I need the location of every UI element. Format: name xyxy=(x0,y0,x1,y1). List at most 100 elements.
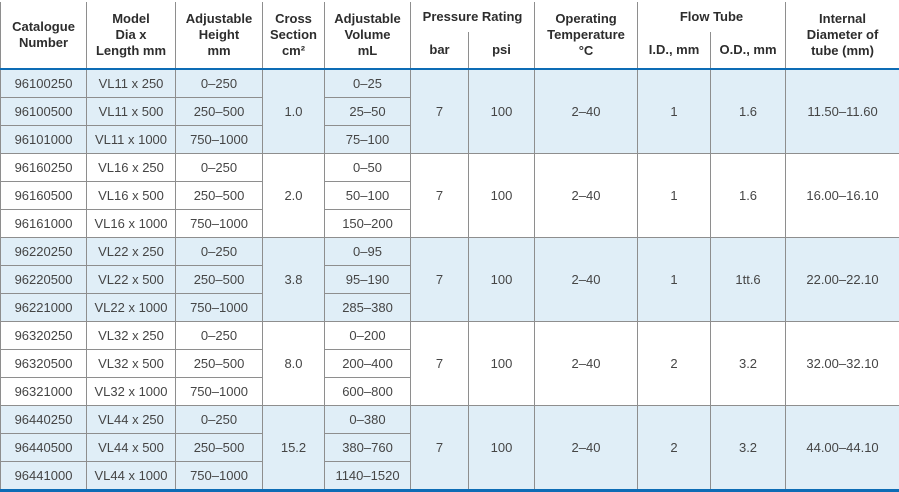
cell-model: VL22 x 1000 xyxy=(87,294,176,322)
cell-od: 3.2 xyxy=(711,322,786,406)
cell-model: VL32 x 250 xyxy=(87,322,176,350)
header-internal-diameter: Internal Diameter of tube (mm) xyxy=(786,2,899,69)
cell-catalogue: 96100250 xyxy=(1,69,87,98)
cell-cross-section: 1.0 xyxy=(263,69,325,154)
cell-volume: 150–200 xyxy=(325,210,411,238)
cell-height: 0–250 xyxy=(176,238,263,266)
cell-catalogue: 96220250 xyxy=(1,238,87,266)
cell-od: 1tt.6 xyxy=(711,238,786,322)
cell-bar: 7 xyxy=(411,238,469,322)
header-od-mm: O.D., mm xyxy=(711,32,786,69)
cell-height: 750–1000 xyxy=(176,210,263,238)
cell-bar: 7 xyxy=(411,406,469,491)
cell-height: 750–1000 xyxy=(176,294,263,322)
header-cross-section: Cross Section cm² xyxy=(263,2,325,69)
cell-od: 3.2 xyxy=(711,406,786,491)
cell-volume: 0–25 xyxy=(325,69,411,98)
cell-model: VL32 x 500 xyxy=(87,350,176,378)
catalog-page: Catalogue Number Model Dia x Length mm A… xyxy=(0,0,899,465)
table-row: 96160250 VL16 x 250 0–250 2.0 0–50 7 100… xyxy=(1,154,899,182)
cell-id: 1 xyxy=(638,154,711,238)
table-body: 96100250 VL11 x 250 0–250 1.0 0–25 7 100… xyxy=(1,69,899,491)
header-catalogue-number: Catalogue Number xyxy=(1,2,87,69)
table-row: 96320250 VL32 x 250 0–250 8.0 0–200 7 10… xyxy=(1,322,899,350)
header-adjustable-height: Adjustable Height mm xyxy=(176,2,263,69)
cell-psi: 100 xyxy=(469,322,535,406)
header-operating-temperature: Operating Temperature °C xyxy=(535,2,638,69)
cell-bar: 7 xyxy=(411,154,469,238)
cell-height: 0–250 xyxy=(176,322,263,350)
cell-volume: 75–100 xyxy=(325,126,411,154)
cell-temperature: 2–40 xyxy=(535,238,638,322)
cell-psi: 100 xyxy=(469,238,535,322)
cell-model: VL11 x 500 xyxy=(87,98,176,126)
cell-id: 2 xyxy=(638,406,711,491)
cell-height: 0–250 xyxy=(176,154,263,182)
cell-internal-diameter: 22.00–22.10 xyxy=(786,238,899,322)
cell-bar: 7 xyxy=(411,69,469,154)
cell-psi: 100 xyxy=(469,406,535,491)
cell-internal-diameter: 16.00–16.10 xyxy=(786,154,899,238)
cell-model: VL22 x 500 xyxy=(87,266,176,294)
cell-height: 250–500 xyxy=(176,350,263,378)
cell-height: 0–250 xyxy=(176,69,263,98)
cell-temperature: 2–40 xyxy=(535,154,638,238)
cell-catalogue: 96441000 xyxy=(1,462,87,491)
header-adjustable-volume: Adjustable Volume mL xyxy=(325,2,411,69)
cell-bar: 7 xyxy=(411,322,469,406)
cell-volume: 600–800 xyxy=(325,378,411,406)
cell-model: VL16 x 500 xyxy=(87,182,176,210)
cell-catalogue: 96320500 xyxy=(1,350,87,378)
header-pressure-rating: Pressure Rating xyxy=(411,2,535,32)
cell-height: 750–1000 xyxy=(176,462,263,491)
header-bar: bar xyxy=(411,32,469,69)
header-id-mm: I.D., mm xyxy=(638,32,711,69)
cell-volume: 50–100 xyxy=(325,182,411,210)
cell-cross-section: 15.2 xyxy=(263,406,325,491)
cell-temperature: 2–40 xyxy=(535,322,638,406)
cell-cross-section: 8.0 xyxy=(263,322,325,406)
cell-model: VL11 x 250 xyxy=(87,69,176,98)
cell-model: VL44 x 250 xyxy=(87,406,176,434)
cell-model: VL16 x 1000 xyxy=(87,210,176,238)
cell-catalogue: 96101000 xyxy=(1,126,87,154)
cell-height: 250–500 xyxy=(176,182,263,210)
cell-od: 1.6 xyxy=(711,69,786,154)
cell-internal-diameter: 11.50–11.60 xyxy=(786,69,899,154)
cell-catalogue: 96220500 xyxy=(1,266,87,294)
cell-model: VL16 x 250 xyxy=(87,154,176,182)
cell-catalogue: 96160500 xyxy=(1,182,87,210)
cell-model: VL11 x 1000 xyxy=(87,126,176,154)
cell-volume: 25–50 xyxy=(325,98,411,126)
cell-id: 2 xyxy=(638,322,711,406)
cell-model: VL22 x 250 xyxy=(87,238,176,266)
cell-volume: 380–760 xyxy=(325,434,411,462)
header-psi: psi xyxy=(469,32,535,69)
cell-cross-section: 3.8 xyxy=(263,238,325,322)
cell-internal-diameter: 44.00–44.10 xyxy=(786,406,899,491)
cell-volume: 95–190 xyxy=(325,266,411,294)
cell-catalogue: 96161000 xyxy=(1,210,87,238)
cell-catalogue: 96160250 xyxy=(1,154,87,182)
cell-catalogue: 96440500 xyxy=(1,434,87,462)
cell-volume: 1140–1520 xyxy=(325,462,411,491)
cell-catalogue: 96320250 xyxy=(1,322,87,350)
cell-height: 250–500 xyxy=(176,98,263,126)
cell-od: 1.6 xyxy=(711,154,786,238)
cell-height: 0–250 xyxy=(176,406,263,434)
cell-height: 750–1000 xyxy=(176,378,263,406)
cell-id: 1 xyxy=(638,238,711,322)
cell-model: VL32 x 1000 xyxy=(87,378,176,406)
cell-catalogue: 96221000 xyxy=(1,294,87,322)
cell-temperature: 2–40 xyxy=(535,69,638,154)
cell-catalogue: 96321000 xyxy=(1,378,87,406)
cell-internal-diameter: 32.00–32.10 xyxy=(786,322,899,406)
cell-volume: 200–400 xyxy=(325,350,411,378)
cell-model: VL44 x 1000 xyxy=(87,462,176,491)
cell-psi: 100 xyxy=(469,69,535,154)
cell-height: 750–1000 xyxy=(176,126,263,154)
table-row: 96100250 VL11 x 250 0–250 1.0 0–25 7 100… xyxy=(1,69,899,98)
table-header: Catalogue Number Model Dia x Length mm A… xyxy=(1,2,899,69)
header-model: Model Dia x Length mm xyxy=(87,2,176,69)
